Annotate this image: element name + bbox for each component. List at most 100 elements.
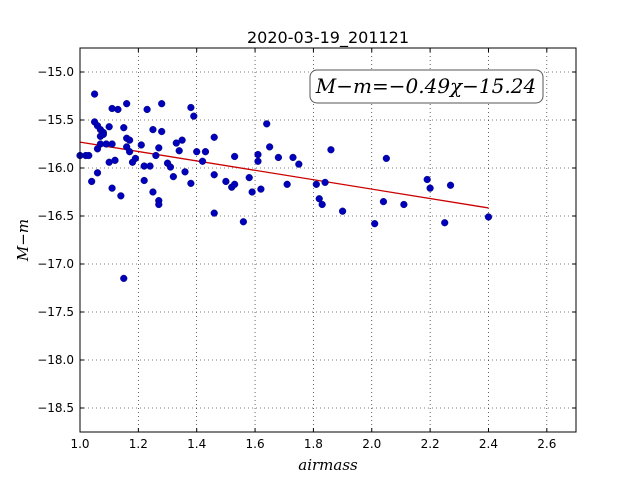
data-point (321, 178, 329, 187)
data-point (263, 120, 271, 128)
y-tick-label: −17.0 (37, 257, 74, 271)
data-point (149, 126, 157, 134)
data-point (126, 136, 134, 144)
data-point (289, 153, 297, 162)
data-point (210, 133, 218, 141)
data-point (295, 160, 303, 168)
data-point (123, 100, 131, 108)
data-point (149, 188, 157, 196)
data-points (76, 90, 493, 283)
x-tick-label: 1.8 (304, 437, 323, 451)
data-point (114, 105, 122, 114)
data-point (181, 168, 189, 176)
data-point (187, 179, 195, 187)
data-point (93, 169, 102, 177)
data-point (190, 112, 198, 120)
data-point (231, 180, 239, 188)
y-tick-label: −18.5 (37, 401, 74, 415)
x-axis-label: airmass (298, 456, 358, 474)
data-point (446, 181, 455, 189)
x-tick-label: 1.6 (246, 437, 265, 451)
data-point (172, 139, 180, 147)
data-point (146, 162, 154, 170)
data-point (315, 195, 323, 203)
y-tick-label: −16.0 (37, 161, 74, 175)
data-point (90, 90, 99, 98)
data-point (254, 150, 262, 159)
x-tick-label: 2.2 (421, 437, 440, 451)
chart-title: 2020-03-19_201121 (247, 28, 409, 48)
data-point (201, 148, 210, 156)
plot-frame (79, 47, 577, 433)
data-point (266, 143, 274, 151)
data-point (210, 171, 218, 179)
annotation-text: M−m=−0.49χ−15.24 (315, 74, 536, 98)
data-point (155, 144, 163, 152)
data-point (245, 174, 253, 182)
data-point (371, 220, 379, 228)
data-point (105, 123, 113, 131)
data-point (108, 140, 116, 148)
data-point (210, 209, 218, 217)
data-point (178, 136, 186, 144)
data-point (140, 176, 148, 185)
x-tick-label: 1.0 (70, 437, 89, 451)
y-tick-label: −16.5 (37, 209, 74, 223)
data-point (382, 154, 390, 163)
y-tick-label: −18.0 (37, 353, 74, 367)
data-point (131, 154, 140, 163)
data-point (88, 177, 96, 186)
data-point (187, 103, 195, 112)
y-tick-label: −15.0 (37, 65, 74, 79)
data-point (99, 130, 107, 139)
ticks: 1.0 1.2 1.4 1.6 1.8 2.0 2.2 2.4 2.6 −15.0 −15.5 −16… (37, 48, 576, 451)
data-point (117, 192, 125, 200)
data-point (274, 153, 283, 162)
data-point (137, 141, 145, 149)
data-point (248, 188, 256, 196)
data-point (143, 105, 151, 114)
y-tick-label: −17.5 (37, 305, 74, 319)
data-point (198, 157, 207, 165)
y-axis-label: M−m (14, 219, 32, 262)
data-point (152, 151, 160, 160)
data-point (222, 177, 230, 186)
y-tick-label: −15.5 (37, 113, 74, 127)
data-point (426, 184, 434, 192)
data-point (239, 218, 247, 226)
data-point (484, 213, 493, 221)
grid (79, 48, 576, 432)
fit-line (79, 141, 489, 209)
data-point (158, 127, 166, 136)
fit-line-group (79, 141, 489, 209)
data-point (158, 100, 166, 108)
data-point (111, 156, 119, 164)
x-tick-label: 1.4 (187, 437, 206, 451)
data-point (120, 274, 128, 283)
data-point (338, 207, 347, 215)
data-point (120, 124, 128, 132)
data-point (155, 200, 163, 209)
x-tick-label: 2.4 (479, 437, 498, 451)
data-point (441, 219, 449, 227)
data-point (327, 146, 335, 154)
data-point (126, 148, 134, 156)
x-tick-label: 1.2 (129, 437, 148, 451)
data-point (254, 157, 262, 165)
data-point (85, 151, 93, 160)
x-tick-label: 2.6 (537, 437, 556, 451)
x-tick-label: 2.0 (362, 437, 381, 451)
data-point (318, 200, 326, 209)
data-point (169, 173, 177, 181)
data-point (257, 185, 265, 193)
data-point (312, 180, 320, 188)
data-point (400, 200, 408, 209)
data-point (193, 148, 201, 156)
equation-annotation: M−m=−0.49χ−15.24 (309, 69, 544, 104)
data-point (283, 180, 291, 188)
data-point (175, 147, 183, 155)
annotation-box (309, 69, 544, 104)
data-point (379, 198, 388, 206)
